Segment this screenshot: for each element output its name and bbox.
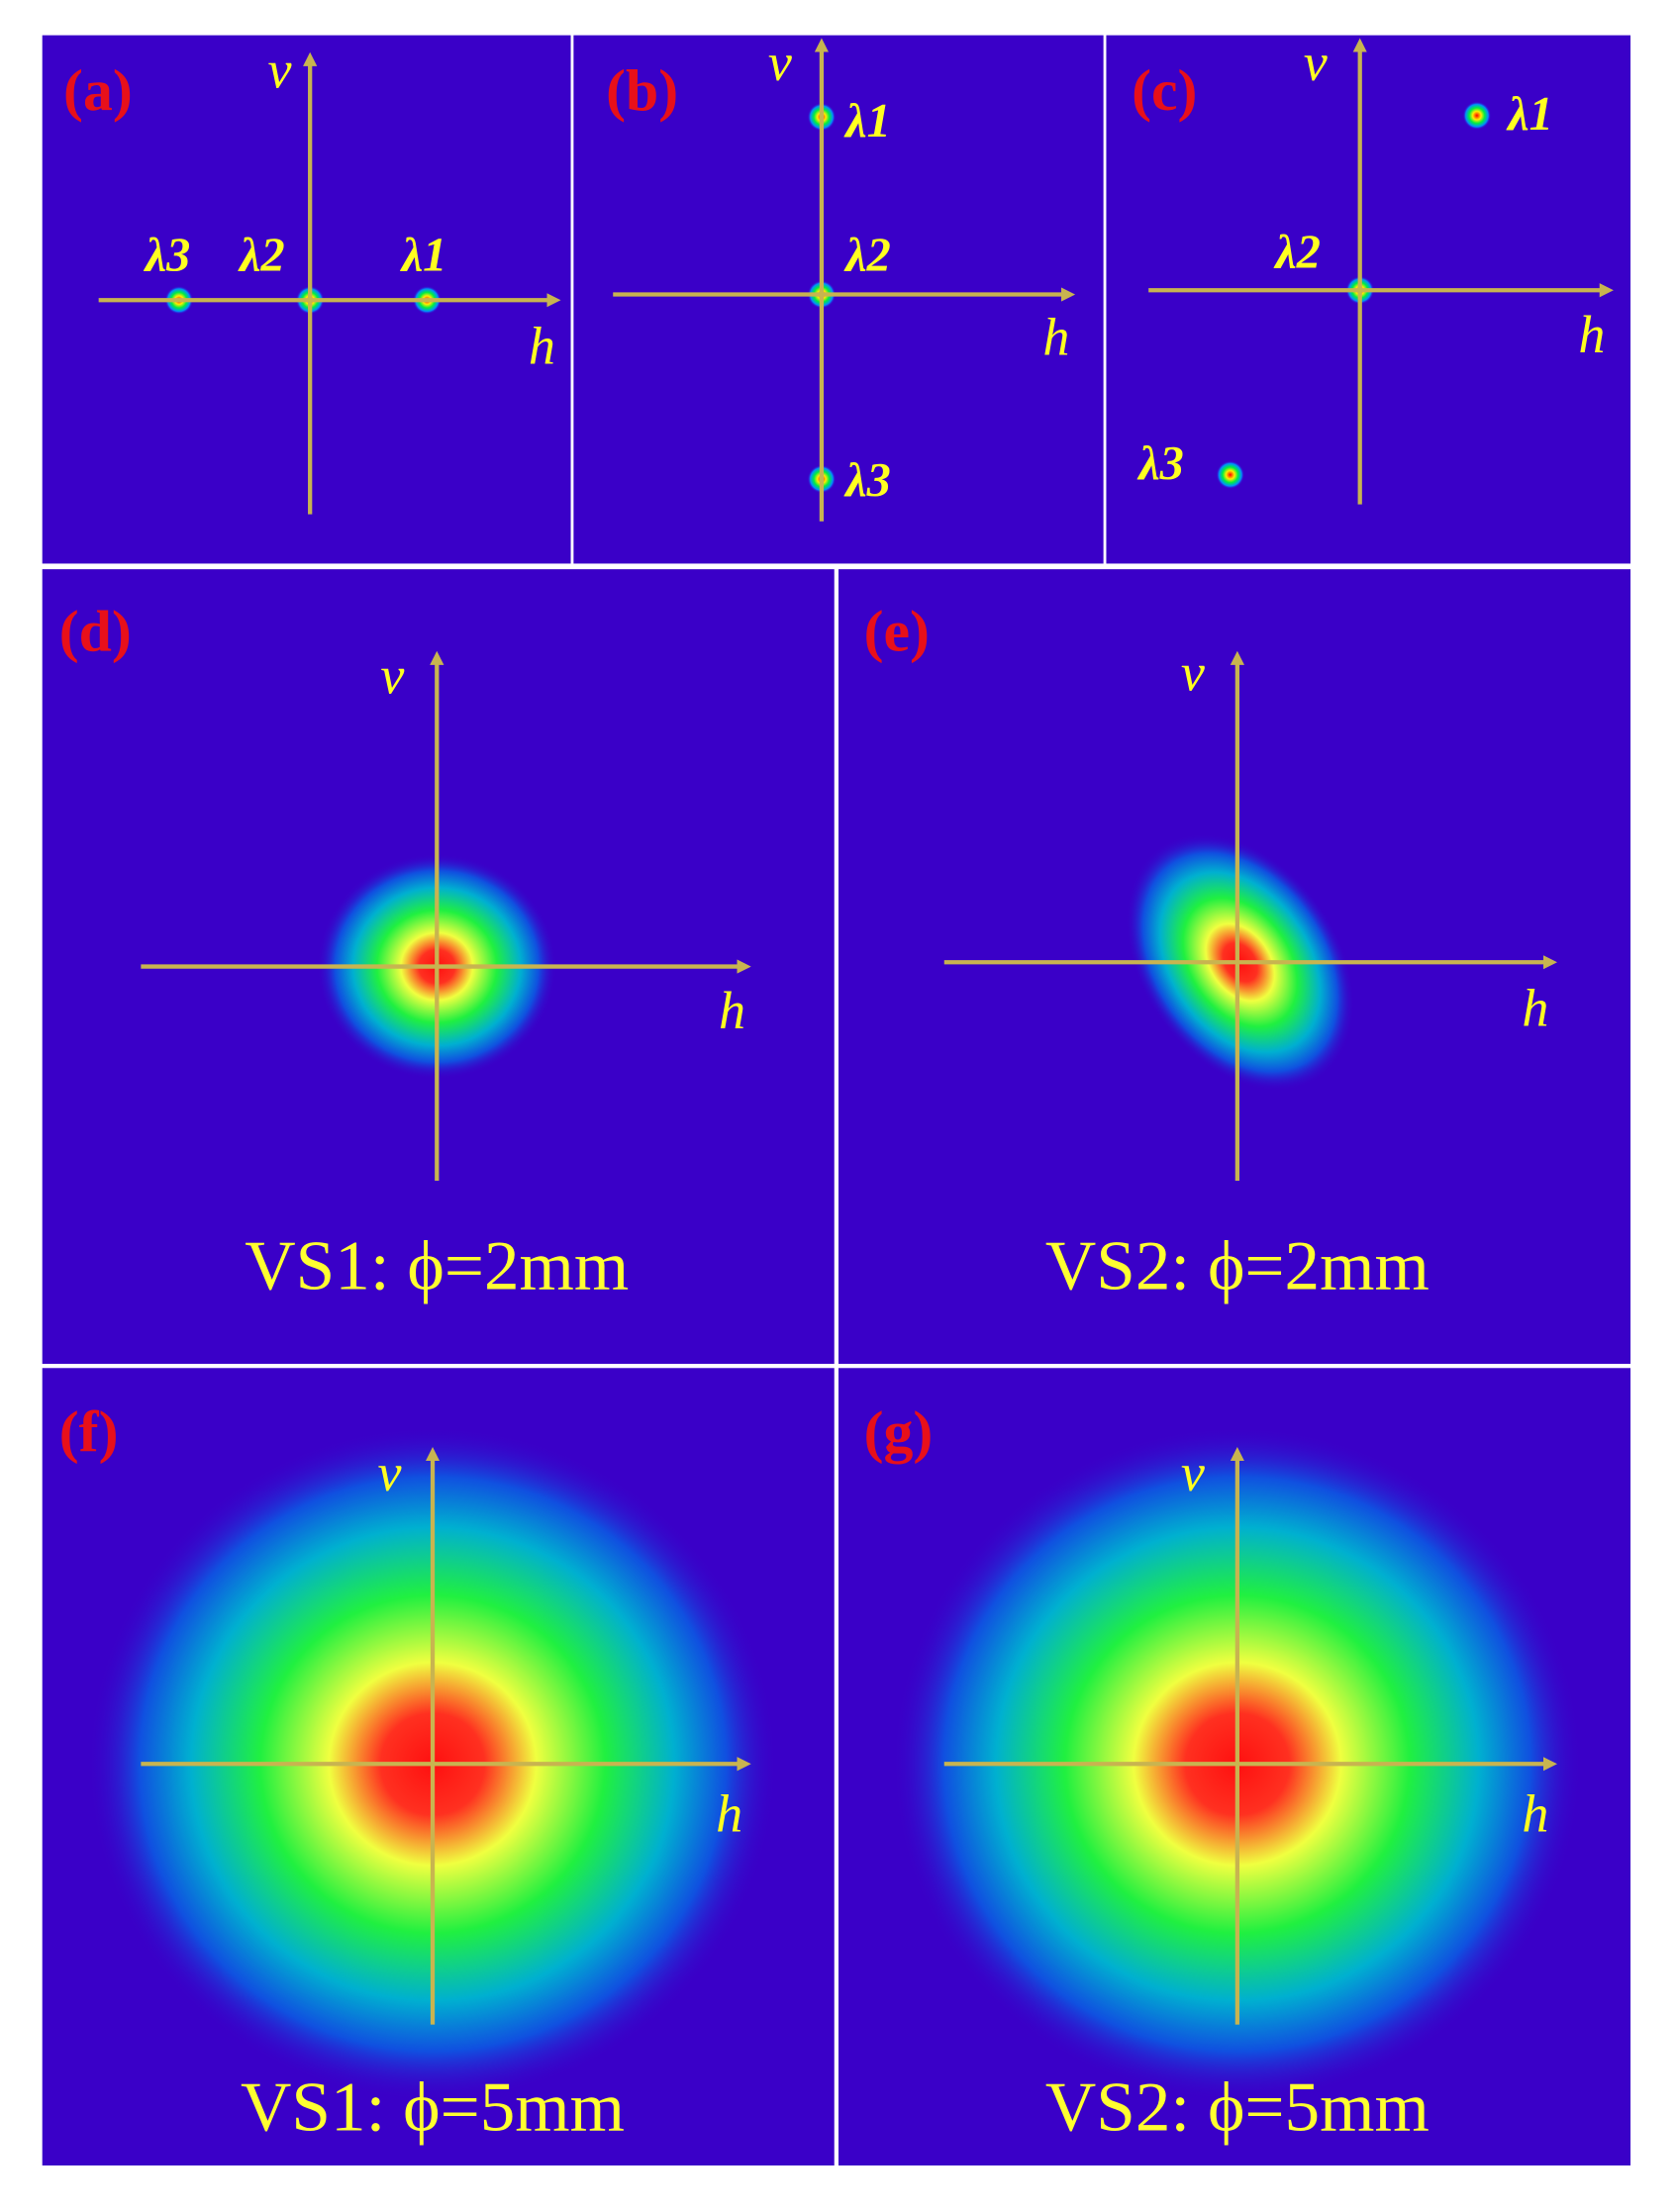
panel-label: (b) <box>606 57 678 123</box>
focal-spot <box>1462 101 1492 130</box>
wavelength-label: λ1 <box>400 229 447 281</box>
h-label: h <box>1578 305 1605 364</box>
v-label: v <box>1304 33 1328 92</box>
wavelength-label: λ2 <box>843 229 891 281</box>
wavelength-label: λ3 <box>1136 437 1184 490</box>
wavelength-label: λ1 <box>1506 88 1553 141</box>
v-label: v <box>1181 1443 1205 1502</box>
v-label: v <box>267 40 291 99</box>
h-label: h <box>1522 1784 1548 1844</box>
v-label: v <box>380 645 404 705</box>
panel: (e) v h VS2: ϕ=2mm <box>838 569 1631 1365</box>
panel: (c) v h λ1 λ2 λ3 <box>1106 33 1631 564</box>
panel-label: (f) <box>59 1398 119 1464</box>
panel-label: (c) <box>1132 57 1197 123</box>
caption: VS2: ϕ=2mm <box>1045 1228 1430 1305</box>
h-label: h <box>1042 308 1069 367</box>
wavelength-label: λ3 <box>843 454 891 507</box>
panel-label: (e) <box>864 599 930 664</box>
focal-spot <box>1216 460 1244 489</box>
caption: VS1: ϕ=5mm <box>241 2068 625 2146</box>
panel-label: (d) <box>59 599 132 664</box>
panel-bg <box>573 35 1104 564</box>
v-label: v <box>768 33 792 92</box>
panel-label: (g) <box>864 1398 934 1464</box>
panel: (g) v h VS2: ϕ=5mm <box>838 1368 1631 2165</box>
v-label: v <box>378 1443 402 1502</box>
wavelength-label: λ3 <box>144 229 191 281</box>
h-label: h <box>719 981 745 1040</box>
caption: VS1: ϕ=2mm <box>245 1228 629 1305</box>
v-label: v <box>1181 643 1205 703</box>
panel: (d) v h VS1: ϕ=2mm <box>42 569 835 1365</box>
wavelength-label: λ2 <box>1273 227 1321 279</box>
panel: (a) v h λ3 λ2 λ1 <box>42 35 571 564</box>
panel: (b) v h λ1 λ2 λ3 <box>573 33 1104 564</box>
h-label: h <box>1522 978 1548 1037</box>
caption: VS2: ϕ=5mm <box>1045 2068 1430 2146</box>
h-label: h <box>716 1784 742 1844</box>
panel-label: (a) <box>63 57 133 123</box>
h-label: h <box>529 316 555 375</box>
wavelength-label: λ2 <box>238 229 285 281</box>
panel: (f) v h VS1: ϕ=5mm <box>42 1368 835 2165</box>
wavelength-label: λ1 <box>843 95 891 147</box>
